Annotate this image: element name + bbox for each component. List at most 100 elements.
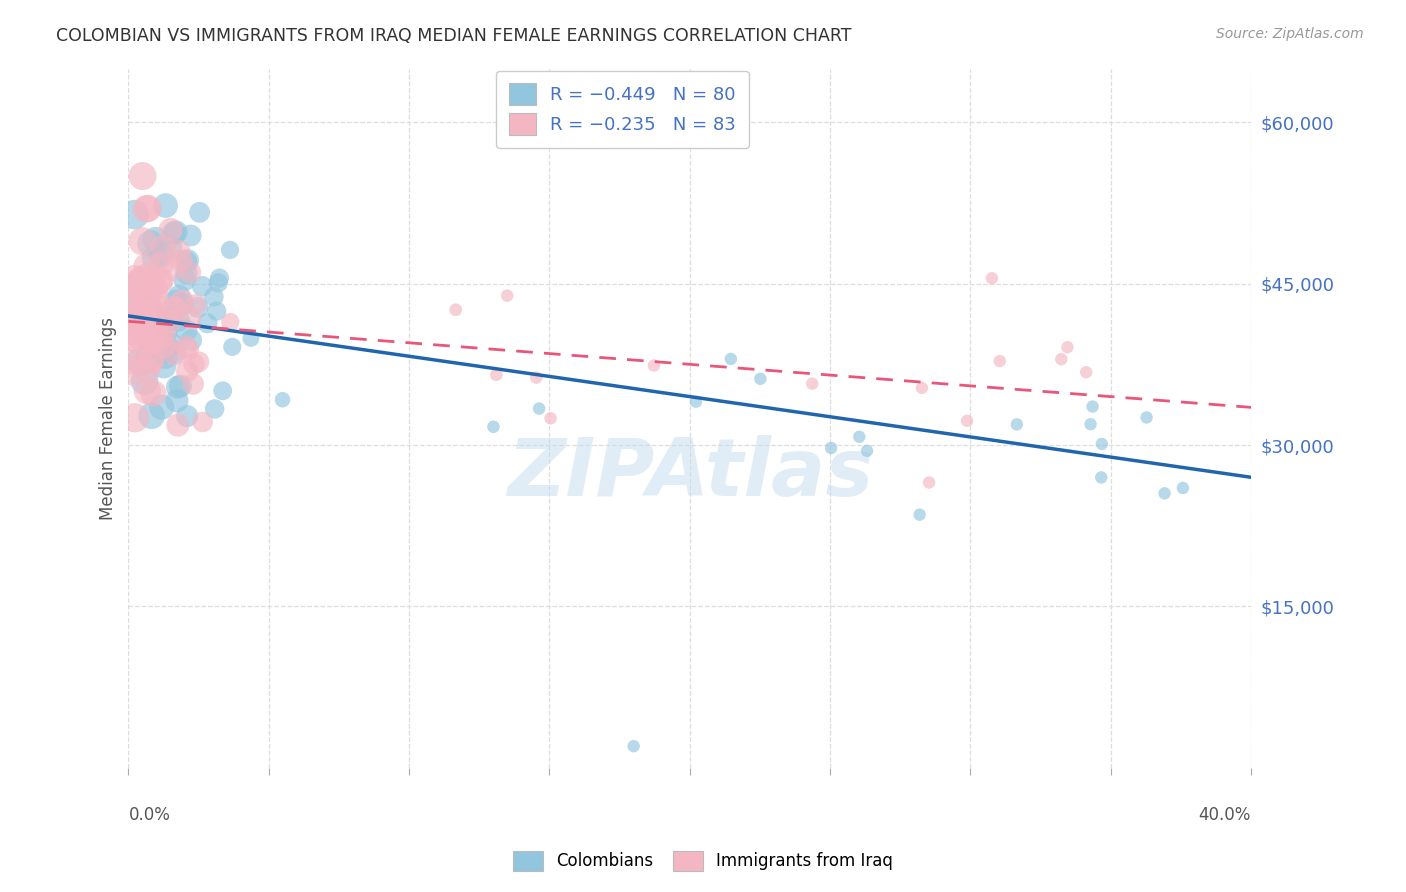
Point: [143, 334, 166, 348]
Point: [540, 411, 562, 425]
Point: [166, 393, 188, 408]
Point: [150, 247, 173, 261]
Point: [163, 347, 186, 361]
Point: [1050, 352, 1073, 367]
Point: [152, 240, 174, 254]
Point: [131, 169, 153, 183]
Point: [918, 475, 941, 490]
Point: [150, 313, 173, 327]
Point: [165, 225, 187, 239]
Point: [141, 297, 163, 311]
Point: [180, 333, 202, 347]
Point: [134, 313, 156, 327]
Point: [132, 308, 155, 322]
Point: [187, 301, 209, 315]
Point: [149, 332, 172, 346]
Point: [848, 430, 870, 444]
Point: [165, 294, 187, 309]
Point: [129, 354, 152, 368]
Point: [163, 345, 186, 359]
Point: [172, 293, 194, 308]
Point: [159, 240, 181, 254]
Point: [205, 304, 228, 318]
Point: [176, 266, 198, 280]
Point: [141, 277, 163, 292]
Point: [129, 304, 152, 318]
Point: [148, 275, 170, 289]
Point: [138, 349, 160, 363]
Point: [141, 306, 163, 320]
Point: [127, 279, 149, 293]
Point: [856, 443, 879, 458]
Point: [149, 273, 172, 287]
Point: [135, 202, 157, 216]
Point: [128, 334, 150, 348]
Point: [188, 205, 211, 219]
Point: [145, 334, 167, 348]
Point: [124, 410, 146, 425]
Text: 40.0%: 40.0%: [1199, 806, 1251, 824]
Point: [129, 277, 152, 292]
Point: [155, 350, 177, 364]
Point: [643, 359, 665, 373]
Point: [524, 370, 547, 384]
Point: [139, 332, 162, 346]
Point: [749, 372, 772, 386]
Point: [219, 243, 242, 257]
Point: [145, 233, 167, 247]
Point: [169, 379, 191, 393]
Point: [139, 354, 162, 368]
Point: [150, 344, 173, 359]
Point: [160, 337, 183, 351]
Point: [167, 313, 190, 327]
Point: [128, 311, 150, 326]
Point: [1005, 417, 1028, 432]
Point: [908, 508, 931, 522]
Text: COLOMBIAN VS IMMIGRANTS FROM IRAQ MEDIAN FEMALE EARNINGS CORRELATION CHART: COLOMBIAN VS IMMIGRANTS FROM IRAQ MEDIAN…: [56, 27, 852, 45]
Point: [135, 362, 157, 376]
Point: [166, 380, 188, 394]
Point: [482, 419, 505, 434]
Point: [129, 308, 152, 322]
Point: [176, 409, 198, 423]
Point: [1056, 340, 1078, 354]
Point: [173, 273, 195, 287]
Point: [271, 392, 294, 407]
Point: [221, 340, 243, 354]
Point: [204, 401, 226, 416]
Point: [956, 414, 979, 428]
Point: [125, 326, 148, 341]
Point: [136, 296, 159, 310]
Point: [1091, 437, 1114, 451]
Point: [1076, 365, 1098, 379]
Point: [496, 288, 519, 302]
Point: [239, 331, 262, 345]
Point: [980, 271, 1002, 285]
Point: [125, 310, 148, 325]
Point: [132, 326, 155, 341]
Text: 0.0%: 0.0%: [128, 806, 170, 824]
Point: [165, 302, 187, 317]
Point: [136, 384, 159, 398]
Point: [125, 289, 148, 303]
Point: [176, 323, 198, 337]
Point: [720, 351, 742, 366]
Point: [159, 223, 181, 237]
Point: [163, 226, 186, 240]
Text: ZIPAtlas: ZIPAtlas: [506, 435, 873, 513]
Point: [174, 255, 197, 269]
Point: [801, 376, 824, 391]
Point: [485, 368, 508, 382]
Point: [176, 340, 198, 354]
Point: [141, 409, 163, 423]
Point: [183, 357, 205, 371]
Point: [139, 306, 162, 320]
Point: [122, 353, 145, 368]
Point: [211, 384, 233, 398]
Point: [179, 265, 201, 279]
Point: [444, 302, 467, 317]
Point: [208, 271, 231, 285]
Point: [197, 316, 219, 330]
Point: [191, 279, 214, 293]
Point: [129, 314, 152, 328]
